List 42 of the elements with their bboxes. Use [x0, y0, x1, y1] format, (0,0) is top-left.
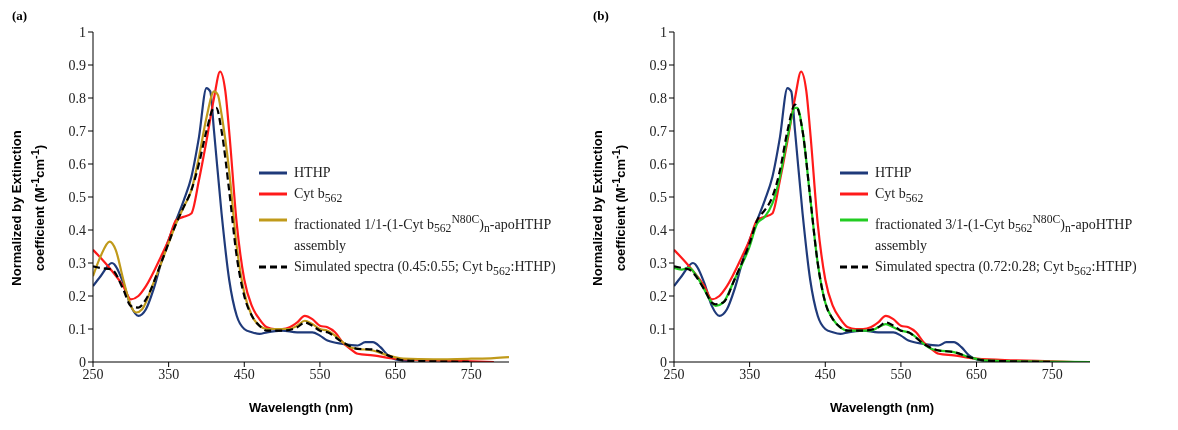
legend-label: Simulated spectra (0.72:0.28; Cyt b$_{562}$:HTHP)	[875, 258, 1137, 281]
y-tick-label: 0.5	[68, 189, 86, 205]
x-axis-title: Wavelength (nm)	[829, 400, 935, 415]
y-tick-label: 1	[79, 24, 86, 40]
legend-label: Cyt b$_{562}$	[294, 185, 343, 207]
text: fractionated 3/1-(1-Cyt b$_{562}$$^{N80C}$)$_{n}$-apoHTHP assembly	[875, 212, 1132, 254]
y-tick-label: 1	[660, 24, 667, 40]
y-tick-label: 0.8	[649, 90, 667, 106]
y-tick-label: 0.1	[68, 321, 86, 337]
y-tick-label: 0.3	[649, 255, 667, 271]
x-axis-title: Wavelength (nm)	[248, 400, 354, 415]
chart-title: (b)	[593, 8, 609, 24]
chart-title: (a)	[12, 8, 28, 24]
y-tick-label: 0.9	[649, 57, 667, 73]
y-tick-label: 0.8	[68, 90, 86, 106]
x-tick-label: 650	[385, 366, 407, 382]
y-tick-label: 0.6	[68, 156, 86, 172]
x-tick-label: 650	[966, 366, 988, 382]
y-tick-label: 0.4	[649, 222, 667, 238]
y-tick-label: 0.3	[68, 255, 86, 271]
x-tick-label: 550	[309, 366, 331, 382]
legend-label: Simulated spectra (0.45:0.55; Cyt b$_{562}$:HTHP)	[294, 258, 556, 281]
x-tick-label: 450	[233, 366, 255, 382]
y-tick-label: 0.2	[649, 288, 667, 304]
text: fractionated 1/1-(1-Cyt b$_{562}$$^{N80C}$)$_{n}$-apoHTHP assembly	[294, 212, 551, 254]
y-tick-label: 0.5	[649, 189, 667, 205]
legend-label: HTHP	[875, 164, 912, 181]
x-tick-label: 550	[890, 366, 912, 382]
legend-label: Cyt b$_{562}$	[875, 185, 924, 207]
y-tick-label: 0.2	[68, 288, 86, 304]
y-tick-label: 0.6	[649, 156, 667, 172]
y-tick-label: 0.7	[68, 123, 86, 139]
x-tick-label: 750	[1041, 366, 1063, 382]
y-tick-label: 0.7	[649, 123, 667, 139]
x-tick-label: 450	[814, 366, 836, 382]
x-tick-label: 750	[460, 366, 482, 382]
x-tick-label: 350	[158, 366, 180, 382]
y-tick-label: 0.4	[68, 222, 86, 238]
legend-label: HTHP	[294, 164, 331, 181]
x-tick-label: 350	[739, 366, 761, 382]
y-tick-label: 0.9	[68, 57, 86, 73]
y-tick-label: 0.1	[649, 321, 667, 337]
